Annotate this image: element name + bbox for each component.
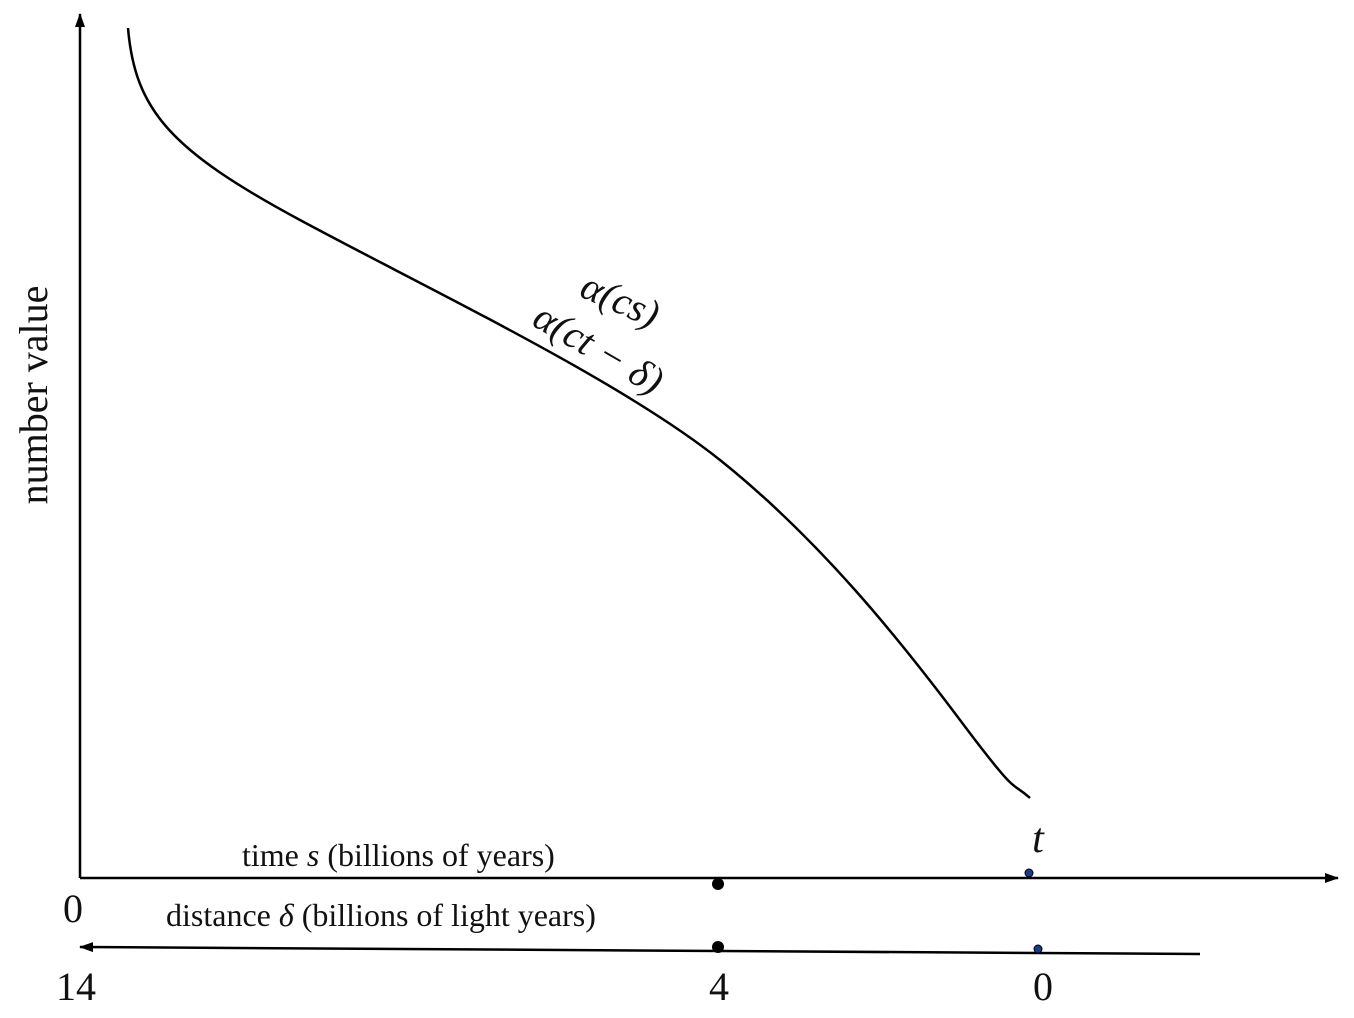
tick-label: 0 [1033, 964, 1053, 1009]
label-part: s [307, 837, 319, 873]
distance-axis-label: distance δ (billions of light years) [166, 897, 596, 933]
label-part: δ [279, 897, 295, 933]
dot [1033, 944, 1043, 954]
label-part: time [242, 837, 299, 873]
dot [712, 941, 724, 953]
dot [1024, 868, 1034, 878]
label-part: distance [166, 897, 271, 933]
y-axis-label: number value [11, 286, 56, 505]
tick-label: 14 [56, 964, 96, 1009]
tick-label: 0 [63, 886, 83, 931]
label-part: (billions of years) [327, 837, 555, 873]
dot [712, 878, 724, 890]
distance-axis [79, 942, 1201, 956]
marker-label: t [1032, 816, 1045, 862]
curve [126, 27, 1031, 799]
label-part: (billions of light years) [302, 897, 596, 933]
tick-label: 4 [709, 964, 729, 1009]
time-axis-label: time s (billions of years) [242, 837, 555, 873]
